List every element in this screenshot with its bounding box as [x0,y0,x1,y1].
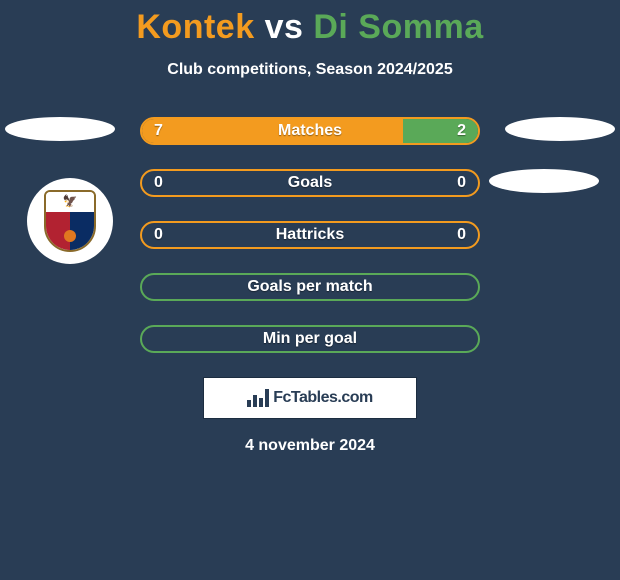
stat-label: Hattricks [142,226,478,244]
bars-icon [247,389,269,407]
footer-date: 4 november 2024 [0,437,620,455]
stat-row: Goals per match [0,273,620,301]
vs-text: vs [265,8,304,46]
footer-brand-text: FcTables.com [273,389,373,407]
stat-bar: 00Hattricks [140,221,480,249]
stat-bar: Goals per match [140,273,480,301]
page-title: Kontek vs Di Somma [0,0,620,47]
stat-row: 72Matches [0,117,620,145]
stat-bar: Min per goal [140,325,480,353]
stat-row: Min per goal [0,325,620,353]
stat-label: Matches [142,122,478,140]
footer-brand-box: FcTables.com [203,377,417,419]
club-logo: 🦅 [27,178,113,264]
stat-label: Min per goal [142,330,478,348]
subtitle: Club competitions, Season 2024/2025 [0,61,620,79]
stat-label: Goals [142,174,478,192]
player2-name: Di Somma [313,8,483,46]
player1-name: Kontek [136,8,254,46]
stat-bar: 00Goals [140,169,480,197]
stat-bar: 72Matches [140,117,480,145]
crest-icon: 🦅 [44,190,96,252]
stat-label: Goals per match [142,278,478,296]
